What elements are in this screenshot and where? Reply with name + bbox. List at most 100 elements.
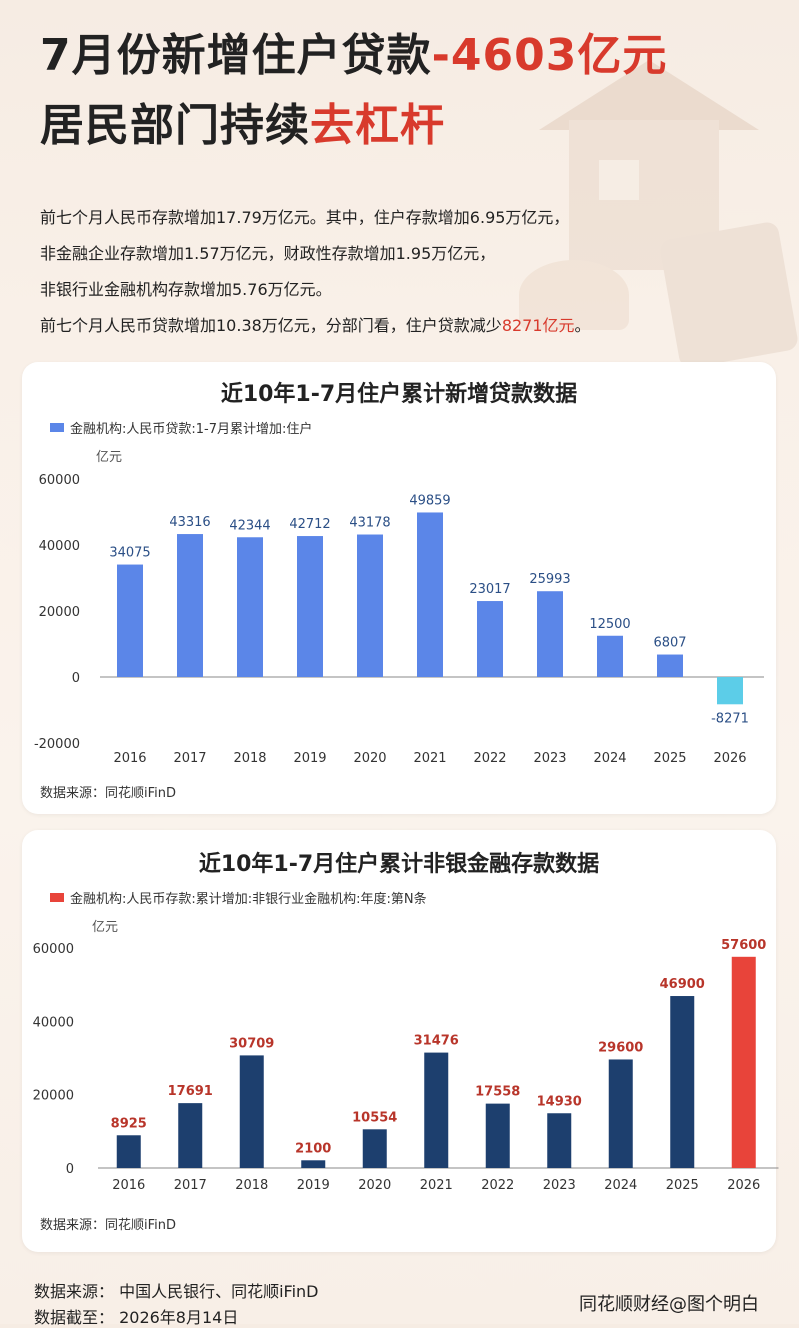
title-line1-black: 7月份新增住户贷款 [40, 30, 432, 81]
data-label: 14930 [537, 1094, 582, 1109]
data-label: 31476 [414, 1034, 459, 1049]
brand-watermark: 同花顺财经@图个明白 [579, 1294, 759, 1315]
x-tick-label: 2025 [653, 751, 686, 766]
intro-line-4: 前七个月人民币贷款增加10.38万亿元，分部门看，住户贷款减少8271亿元。 [40, 308, 591, 344]
x-tick-label: 2018 [235, 1178, 268, 1193]
loan-chart-title: 近10年1-7月住户累计新增贷款数据 [220, 382, 578, 407]
x-tick-label: 2026 [713, 751, 746, 766]
calculator-illustration [658, 220, 799, 370]
data-label: 34075 [109, 546, 150, 561]
x-tick-label: 2021 [413, 751, 446, 766]
deposit-chart-source: 数据来源：同花顺iFinD [40, 1218, 177, 1233]
deposit-chart-unit: 亿元 [92, 920, 119, 935]
intro-line-4-highlight: 8271亿元 [501, 316, 575, 335]
loan-chart-source: 数据来源：同花顺iFinD [40, 786, 177, 801]
data-label: 23017 [469, 582, 510, 597]
title-line2-red: 去杠杆 [310, 100, 445, 151]
bar [116, 1135, 141, 1168]
data-label: -8271 [711, 711, 749, 726]
data-label: 43316 [169, 515, 210, 530]
data-label: 6807 [653, 636, 686, 651]
bar [485, 1103, 510, 1168]
y-tick-label: 60000 [33, 942, 74, 957]
data-label: 49859 [409, 493, 450, 508]
data-label: 57600 [721, 938, 766, 953]
intro-line-4-end: 。 [574, 316, 591, 335]
bar [670, 996, 695, 1168]
loan-bar-chart: 60000 40000 20000 0 -20000 34075 2016 43316 2017… [34, 473, 764, 766]
deposit-chart-legend: 金融机构:人民币存款:累计增加:非银行业金融机构:年度:第N条 [50, 888, 427, 907]
legend-swatch-red [50, 893, 64, 902]
bar [297, 536, 323, 677]
x-tick-label: 2020 [358, 1178, 391, 1193]
data-label: 2100 [295, 1141, 331, 1156]
intro-text: 前七个月人民币存款增加17.79万亿元。其中，住户存款增加6.95万亿元， 非金… [40, 200, 591, 344]
data-label: 25993 [529, 572, 570, 587]
loan-chart-unit: 亿元 [96, 450, 123, 465]
data-label: 42712 [289, 517, 330, 532]
y-tick-label: -20000 [34, 737, 80, 752]
data-label: 17691 [168, 1084, 213, 1099]
x-tick-label: 2017 [173, 751, 206, 766]
bar [177, 534, 203, 677]
deposit-chart-card: 近10年1-7月住户累计非银金融存款数据 金融机构:人民币存款:累计增加:非银行… [22, 830, 779, 1252]
data-label: 10554 [352, 1110, 397, 1125]
x-tick-label: 2021 [420, 1178, 453, 1193]
data-label: 43178 [349, 516, 390, 531]
title-line2-black: 居民部门持续 [40, 100, 310, 151]
data-label: 8925 [111, 1116, 147, 1131]
coins-illustration [519, 260, 629, 330]
intro-line-4-text: 前七个月人民币贷款增加10.38万亿元，分部门看，住户贷款减少 [40, 316, 502, 335]
bar [477, 601, 503, 677]
x-tick-label: 2026 [727, 1178, 760, 1193]
x-tick-label: 2019 [293, 751, 326, 766]
bar [362, 1129, 387, 1168]
x-tick-label: 2025 [666, 1178, 699, 1193]
data-label: 46900 [660, 977, 705, 992]
y-tick-label: 0 [72, 671, 80, 686]
bar [717, 677, 743, 705]
bar [301, 1160, 326, 1168]
data-label: 29600 [598, 1040, 643, 1055]
bar [597, 635, 623, 677]
intro-line-2: 非金融企业存款增加1.57万亿元，财政性存款增加1.95万亿元， [40, 244, 496, 263]
y-tick-label: 0 [66, 1162, 74, 1177]
deposit-bar-chart: 60000 40000 20000 0 8925 2016 17691 2017 30709 20… [33, 938, 779, 1193]
bar [239, 1055, 264, 1168]
bar [357, 534, 383, 677]
house-decoration [499, 60, 799, 390]
x-tick-label: 2022 [473, 751, 506, 766]
deposit-legend-label: 金融机构:人民币存款:累计增加:非银行业金融机构:年度:第N条 [70, 892, 427, 907]
deposit-chart-title: 近10年1-7月住户累计非银金融存款数据 [198, 852, 600, 877]
x-tick-label: 2024 [593, 751, 626, 766]
x-tick-label: 2016 [113, 751, 146, 766]
y-tick-label: 60000 [39, 473, 80, 488]
data-label: 42344 [229, 518, 270, 533]
x-tick-label: 2023 [533, 751, 566, 766]
bar [417, 512, 443, 677]
loan-legend-label: 金融机构:人民币贷款:1-7月累计增加:住户 [70, 422, 313, 437]
bar [237, 537, 263, 677]
bar [608, 1059, 633, 1168]
house-roof-illustration [539, 60, 759, 130]
y-tick-label: 20000 [33, 1089, 74, 1104]
x-tick-label: 2019 [297, 1178, 330, 1193]
x-tick-label: 2017 [174, 1178, 207, 1193]
footer-source: 数据来源： 中国人民银行、同花顺iFinD [34, 1282, 319, 1301]
loan-chart-card: 近10年1-7月住户累计新增贷款数据 金融机构:人民币贷款:1-7月累计增加:住… [22, 362, 776, 814]
data-label: 17558 [475, 1085, 520, 1100]
data-label: 30709 [229, 1036, 274, 1051]
x-tick-label: 2024 [604, 1178, 637, 1193]
bar [731, 956, 756, 1168]
bar [424, 1052, 449, 1168]
x-tick-label: 2020 [353, 751, 386, 766]
y-tick-label: 20000 [39, 605, 80, 620]
data-label: 12500 [589, 617, 630, 632]
page-title-line2: 居民部门持续去杠杆 [40, 98, 445, 154]
x-tick-label: 2016 [112, 1178, 145, 1193]
bar [657, 654, 683, 677]
loan-chart-legend: 金融机构:人民币贷款:1-7月累计增加:住户 [50, 418, 312, 437]
bar [178, 1103, 203, 1168]
intro-line-1: 前七个月人民币存款增加17.79万亿元。其中，住户存款增加6.95万亿元， [40, 208, 570, 227]
legend-swatch-blue [50, 423, 64, 432]
